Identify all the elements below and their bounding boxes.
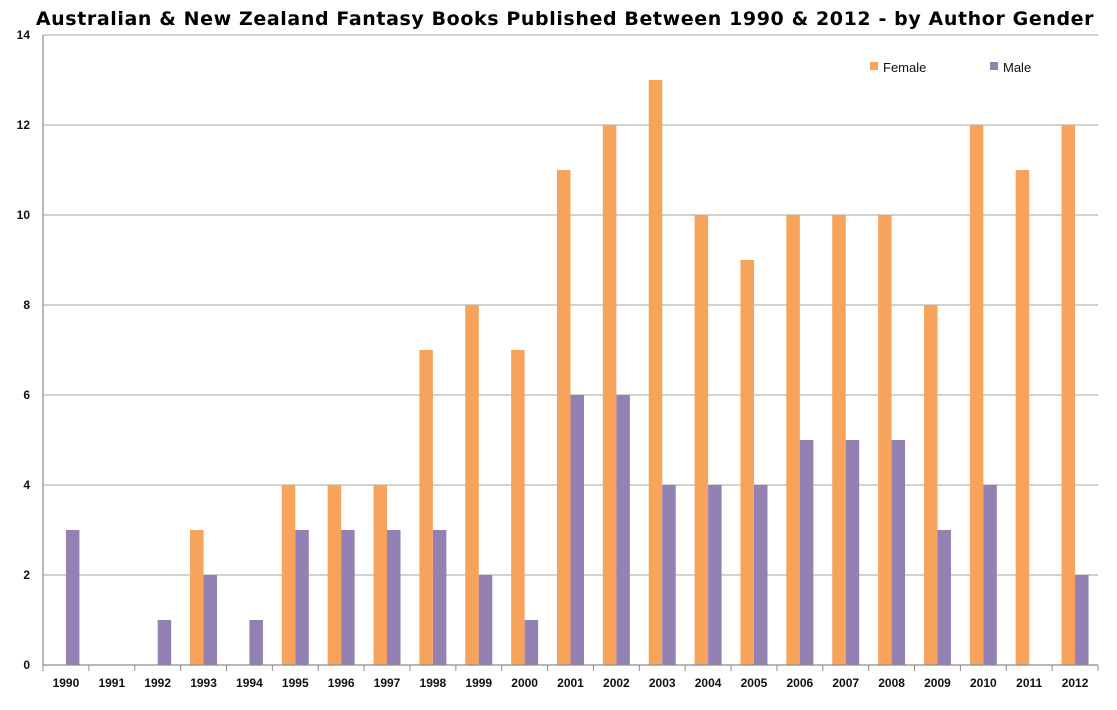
y-tick-label: 10 xyxy=(17,208,31,222)
bar-male-1990 xyxy=(65,530,80,665)
x-tick-label: 2004 xyxy=(695,676,722,690)
bar-female-1999 xyxy=(465,305,479,665)
bar-female-2006 xyxy=(786,215,800,665)
bar-female-2009 xyxy=(923,305,938,665)
bar-female-2010 xyxy=(969,125,984,665)
bar-female-2007 xyxy=(832,215,846,665)
x-tick-label: 1996 xyxy=(328,676,355,690)
bar-male-2010 xyxy=(983,485,997,665)
x-tick-label: 2009 xyxy=(924,676,951,690)
y-tick-label: 8 xyxy=(23,298,30,312)
bar-female-2005 xyxy=(740,260,754,665)
y-tick-label: 0 xyxy=(23,658,30,672)
x-tick-label: 1998 xyxy=(420,676,447,690)
bar-male-1995 xyxy=(295,530,309,665)
bar-male-2001 xyxy=(570,395,584,665)
bar-female-2012 xyxy=(1061,125,1076,665)
bar-male-2009 xyxy=(937,530,951,665)
x-tick-label: 1992 xyxy=(144,676,171,690)
x-axis-ticks: 1990 1991 1992 1993 1994 1995 1996 1997 1998 1999… xyxy=(53,676,1089,690)
x-tick-label: 2000 xyxy=(511,676,538,690)
bar-female-2004 xyxy=(694,215,709,665)
bar-male-2007 xyxy=(845,440,860,665)
y-tick-label: 4 xyxy=(23,478,30,492)
bar-male-1999 xyxy=(478,575,493,665)
axes xyxy=(42,35,1099,671)
bar-male-2004 xyxy=(708,485,722,665)
bar-male-2005 xyxy=(753,485,768,665)
bar-male-1997 xyxy=(387,530,401,665)
x-tick-label: 2002 xyxy=(603,676,630,690)
y-axis-ticks: 0 2 4 6 8 10 12 14 xyxy=(17,28,31,672)
bar-male-1993 xyxy=(203,575,218,665)
x-tick-label: 2005 xyxy=(741,676,768,690)
x-tick-label: 1990 xyxy=(53,676,80,690)
bar-female-2001 xyxy=(557,170,571,665)
legend-label-male: Male xyxy=(1003,60,1031,75)
bar-female-1996 xyxy=(327,485,342,665)
bar-male-1992 xyxy=(157,620,172,665)
x-tick-label: 1999 xyxy=(465,676,492,690)
bar-male-2006 xyxy=(799,440,814,665)
legend: Female Male xyxy=(870,60,1031,75)
bar-female-2003 xyxy=(648,80,663,665)
bar-female-1997 xyxy=(373,485,388,665)
x-tick-label: 2008 xyxy=(878,676,905,690)
x-tick-label: 1995 xyxy=(282,676,309,690)
x-tick-label: 2010 xyxy=(970,676,997,690)
bar-male-2008 xyxy=(891,440,906,665)
x-tick-label: 2007 xyxy=(832,676,859,690)
bar-female-2002 xyxy=(602,125,617,665)
bar-female-2011 xyxy=(1015,170,1030,665)
legend-swatch-male xyxy=(990,62,998,70)
x-tick-label: 1991 xyxy=(98,676,125,690)
bar-female-1995 xyxy=(281,485,296,665)
x-tick-label: 2003 xyxy=(649,676,676,690)
legend-label-female: Female xyxy=(883,60,926,75)
y-tick-label: 14 xyxy=(17,28,31,42)
bar-male-2002 xyxy=(616,395,630,665)
legend-swatch-female xyxy=(870,62,878,70)
bar-female-1998 xyxy=(419,350,433,665)
x-tick-label: 1993 xyxy=(190,676,217,690)
bar-male-1994 xyxy=(249,620,263,665)
x-tick-label: 2001 xyxy=(557,676,584,690)
bar-female-2008 xyxy=(878,215,892,665)
bars xyxy=(65,80,1089,665)
x-tick-label: 2012 xyxy=(1062,676,1089,690)
y-tick-label: 12 xyxy=(17,118,31,132)
y-tick-label: 6 xyxy=(23,388,30,402)
x-tick-label: 1997 xyxy=(374,676,401,690)
y-tick-label: 2 xyxy=(23,568,30,582)
x-tick-label: 2011 xyxy=(1016,676,1042,690)
bar-male-2003 xyxy=(662,485,676,665)
chart-title: Australian & New Zealand Fantasy Books P… xyxy=(36,8,1094,30)
bar-male-1996 xyxy=(341,530,355,665)
bar-male-2000 xyxy=(524,620,539,665)
bar-male-1998 xyxy=(432,530,447,665)
bar-female-1993 xyxy=(190,530,204,665)
x-tick-label: 1994 xyxy=(236,676,263,690)
bar-female-2000 xyxy=(511,350,525,665)
x-tick-label: 2006 xyxy=(786,676,813,690)
bar-male-2012 xyxy=(1075,575,1089,665)
